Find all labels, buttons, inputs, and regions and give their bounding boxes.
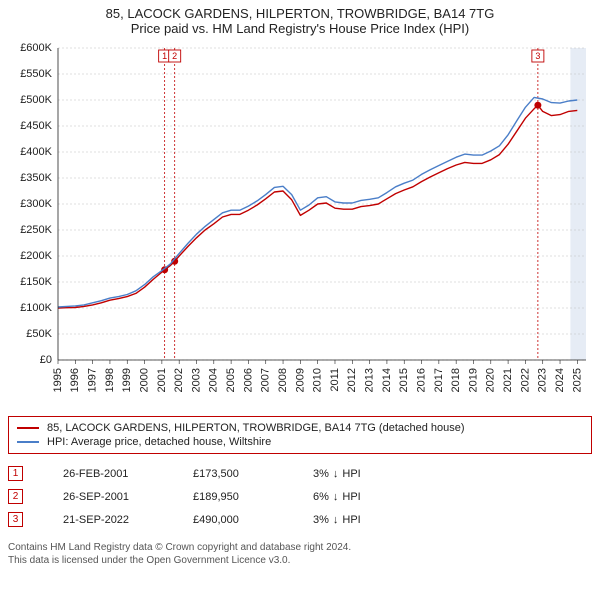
svg-text:2004: 2004 xyxy=(208,368,220,392)
arrow-down-icon: ↓ xyxy=(333,514,339,526)
svg-text:£50K: £50K xyxy=(26,328,52,340)
svg-text:2001: 2001 xyxy=(156,368,168,392)
arrow-down-icon: ↓ xyxy=(333,491,339,503)
svg-text:£250K: £250K xyxy=(20,224,52,236)
legend-label: 85, LACOCK GARDENS, HILPERTON, TROWBRIDG… xyxy=(47,422,465,434)
event-badge: 2 xyxy=(8,489,23,504)
svg-text:1996: 1996 xyxy=(69,368,81,392)
event-row: 2 26-SEP-2001£189,9506% ↓HPI xyxy=(8,485,592,508)
svg-text:£350K: £350K xyxy=(20,172,52,184)
events-list: 126-FEB-2001£173,5003%↓HPI226-SEP-2001£1… xyxy=(8,462,592,531)
svg-text:£500K: £500K xyxy=(20,94,52,106)
svg-text:2008: 2008 xyxy=(277,368,289,392)
svg-text:2: 2 xyxy=(172,51,177,61)
svg-text:2016: 2016 xyxy=(415,368,427,392)
svg-text:£600K: £600K xyxy=(20,42,52,54)
legend-item: 85, LACOCK GARDENS, HILPERTON, TROWBRIDG… xyxy=(17,421,583,435)
svg-text:2012: 2012 xyxy=(346,368,358,392)
event-row: 3 21-SEP-2022£490,0003% ↓HPI xyxy=(8,508,592,531)
svg-text:£450K: £450K xyxy=(20,120,52,132)
line-chart: £0 £50K £100K £150K £200K £250K £300K £350K £400… xyxy=(8,40,592,410)
svg-text:2002: 2002 xyxy=(173,368,185,392)
svg-text:3: 3 xyxy=(535,51,540,61)
svg-text:2005: 2005 xyxy=(225,368,237,392)
svg-text:1999: 1999 xyxy=(121,368,133,392)
chart-title: 85, LACOCK GARDENS, HILPERTON, TROWBRIDG… xyxy=(8,6,592,21)
svg-text:2006: 2006 xyxy=(242,368,254,392)
svg-text:2020: 2020 xyxy=(485,368,497,392)
event-diff-label: HPI xyxy=(342,468,360,480)
svg-text:2025: 2025 xyxy=(571,368,583,392)
chart-subtitle: Price paid vs. HM Land Registry's House … xyxy=(8,21,592,36)
svg-text:2003: 2003 xyxy=(190,368,202,392)
event-date: 26-SEP-2001 xyxy=(63,491,193,503)
svg-text:2018: 2018 xyxy=(450,368,462,392)
event-date: 26-FEB-2001 xyxy=(63,468,193,480)
legend: 85, LACOCK GARDENS, HILPERTON, TROWBRIDG… xyxy=(8,416,592,454)
event-price: £173,500 xyxy=(193,468,313,480)
legend-label: HPI: Average price, detached house, Wilt… xyxy=(47,436,271,448)
event-price: £189,950 xyxy=(193,491,313,503)
svg-text:2011: 2011 xyxy=(329,368,341,392)
event-diff-label: HPI xyxy=(342,514,360,526)
svg-text:2023: 2023 xyxy=(537,368,549,392)
svg-text:£0: £0 xyxy=(40,354,52,366)
attribution-line2: This data is licensed under the Open Gov… xyxy=(8,554,592,567)
event-row: 1 26-FEB-2001£173,5003% ↓HPI xyxy=(8,462,592,485)
svg-text:2017: 2017 xyxy=(433,368,445,392)
event-diff-pct: 3% xyxy=(313,514,329,526)
legend-item: HPI: Average price, detached house, Wilt… xyxy=(17,435,583,449)
event-badge: 1 xyxy=(8,466,23,481)
event-date: 21-SEP-2022 xyxy=(63,514,193,526)
svg-text:2000: 2000 xyxy=(138,368,150,392)
legend-swatch xyxy=(17,441,39,443)
svg-text:1995: 1995 xyxy=(52,368,64,392)
event-badge: 3 xyxy=(8,512,23,527)
svg-text:£300K: £300K xyxy=(20,198,52,210)
svg-text:2007: 2007 xyxy=(260,368,272,392)
svg-text:2015: 2015 xyxy=(398,368,410,392)
svg-text:£400K: £400K xyxy=(20,146,52,158)
svg-text:2021: 2021 xyxy=(502,368,514,392)
svg-text:£200K: £200K xyxy=(20,250,52,262)
legend-swatch xyxy=(17,427,39,429)
chart-svg: £0 £50K £100K £150K £200K £250K £300K £350K £400… xyxy=(8,40,592,410)
svg-text:2010: 2010 xyxy=(312,368,324,392)
event-diff-pct: 6% xyxy=(313,491,329,503)
svg-text:2013: 2013 xyxy=(364,368,376,392)
svg-text:1998: 1998 xyxy=(104,368,116,392)
svg-text:£150K: £150K xyxy=(20,276,52,288)
event-price: £490,000 xyxy=(193,514,313,526)
event-diff-pct: 3% xyxy=(313,468,329,480)
event-diff: 3% ↓HPI xyxy=(313,514,361,526)
svg-text:£100K: £100K xyxy=(20,302,52,314)
event-diff-label: HPI xyxy=(342,491,360,503)
svg-text:2009: 2009 xyxy=(294,368,306,392)
attribution: Contains HM Land Registry data © Crown c… xyxy=(8,541,592,567)
attribution-line1: Contains HM Land Registry data © Crown c… xyxy=(8,541,592,554)
svg-text:2019: 2019 xyxy=(467,368,479,392)
svg-text:2022: 2022 xyxy=(519,368,531,392)
arrow-down-icon: ↓ xyxy=(333,468,339,480)
svg-text:1997: 1997 xyxy=(87,368,99,392)
svg-text:1: 1 xyxy=(162,51,167,61)
svg-text:£550K: £550K xyxy=(20,68,52,80)
svg-text:2014: 2014 xyxy=(381,368,393,392)
event-diff: 3% ↓HPI xyxy=(313,468,361,480)
svg-text:2024: 2024 xyxy=(554,368,566,392)
event-diff: 6% ↓HPI xyxy=(313,491,361,503)
